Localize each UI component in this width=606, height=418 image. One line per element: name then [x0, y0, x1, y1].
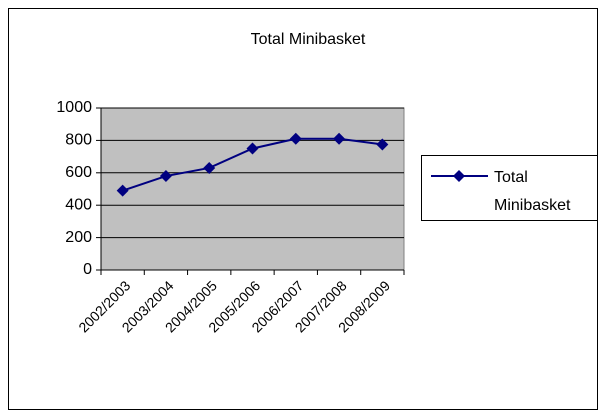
- y-tick-label: 400: [65, 196, 92, 213]
- legend-box: [421, 155, 598, 221]
- marker: [376, 138, 389, 151]
- marker: [159, 170, 172, 183]
- marker: [246, 142, 259, 155]
- y-tick-label: 600: [65, 164, 92, 181]
- marker: [289, 132, 302, 145]
- y-tick-label: 1000: [56, 99, 92, 116]
- marker: [333, 132, 346, 145]
- legend-label: Total Minibasket: [494, 169, 571, 214]
- plot-area: [100, 107, 405, 271]
- y-tick-label: 0: [83, 261, 92, 278]
- marker: [116, 184, 129, 197]
- marker: [203, 161, 216, 174]
- y-tick-label: 800: [65, 132, 92, 149]
- chart-title: Total Minibasket: [251, 31, 366, 48]
- y-tick-label: 200: [65, 229, 92, 246]
- marker: [453, 170, 465, 182]
